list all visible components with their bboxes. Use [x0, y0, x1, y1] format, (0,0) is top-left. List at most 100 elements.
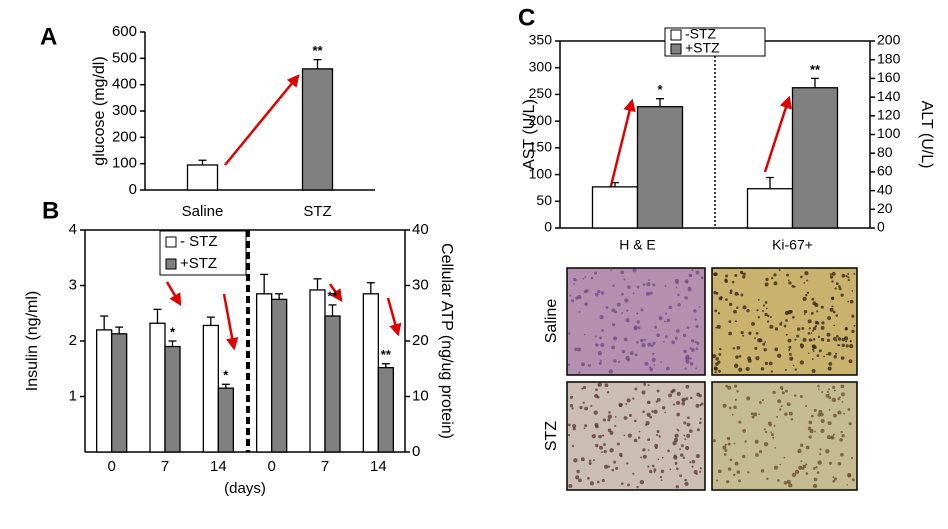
cell-dot [753, 412, 758, 417]
cell-dot [786, 479, 791, 484]
cell-dot [845, 274, 848, 278]
cell-dot [764, 361, 769, 366]
cell-dot [652, 352, 655, 355]
cell-dot [686, 326, 690, 329]
cell-dot [725, 384, 729, 388]
cell-dot [690, 396, 693, 400]
cell-dot [695, 403, 700, 408]
cell-dot [674, 433, 679, 438]
significance: ** [810, 62, 821, 77]
y-tick-label: 4 [69, 221, 77, 238]
x-tick-label: 14 [370, 458, 387, 475]
cell-dot [808, 435, 812, 439]
cell-dot [777, 479, 780, 482]
cell-dot [742, 454, 746, 459]
cell-dot [647, 449, 650, 451]
cell-dot [783, 481, 788, 485]
cell-dot [783, 324, 787, 328]
cell-dot [665, 312, 668, 315]
cell-dot [821, 321, 825, 325]
cell-dot [686, 422, 691, 427]
cell-dot [583, 333, 586, 336]
bar [377, 366, 394, 453]
cell-dot [653, 409, 658, 414]
cell-dot [683, 349, 687, 354]
cell-dot [636, 285, 640, 289]
cell-dot [801, 327, 805, 330]
cell-dot [695, 270, 700, 275]
cell-dot [803, 313, 806, 315]
cell-dot [603, 443, 606, 446]
cell-dot [740, 293, 744, 297]
cell-dot [793, 394, 797, 397]
cell-dot [832, 476, 835, 478]
cell-dot [741, 272, 744, 275]
panel-label: B [42, 197, 59, 224]
cell-dot [656, 398, 661, 402]
cell-dot [823, 355, 826, 358]
cell-dot [610, 269, 612, 272]
cell-dot [804, 271, 809, 276]
cell-dot [773, 424, 776, 427]
cell-dot [819, 452, 822, 456]
cell-dot [787, 309, 792, 315]
y2-tick-label: 80 [877, 144, 893, 160]
cell-dot [626, 309, 629, 312]
y2-tick-label: 10 [412, 387, 429, 404]
bar [149, 322, 166, 453]
cell-dot [607, 418, 611, 422]
cell-dot [813, 408, 817, 412]
cell-dot [699, 417, 702, 420]
cell-dot [698, 394, 702, 398]
cell-dot [736, 345, 741, 350]
cell-dot [821, 390, 824, 393]
y-tick-label: 50 [536, 192, 552, 208]
cell-dot [769, 324, 774, 329]
cell-dot [638, 430, 641, 433]
cell-dot [607, 428, 612, 433]
cell-dot [841, 392, 845, 397]
cell-dot [831, 280, 834, 283]
cell-dot [810, 311, 814, 315]
cell-dot [791, 472, 797, 478]
cell-dot [724, 448, 728, 452]
cell-dot [584, 406, 589, 411]
cell-dot [679, 448, 682, 450]
cell-dot [664, 411, 666, 414]
x-tick-label: H & E [619, 237, 656, 253]
error-bar [275, 293, 284, 300]
cell-dot [648, 401, 651, 404]
cell-dot [674, 336, 678, 340]
cell-dot [623, 337, 628, 342]
cell-dot [684, 296, 688, 300]
arrow [165, 281, 182, 307]
error-bar [656, 98, 664, 107]
cell-dot [784, 412, 788, 416]
cell-dot [777, 399, 782, 404]
cell-dot [801, 347, 803, 349]
cell-dot [841, 273, 846, 278]
y-tick-label: 600 [112, 23, 137, 40]
error-bar [313, 59, 322, 69]
x-tick-label: 0 [267, 458, 275, 475]
cell-dot [632, 268, 637, 273]
cell-dot [644, 361, 649, 367]
cell-dot [769, 316, 772, 319]
micrograph-frame [566, 381, 706, 491]
cell-dot [653, 468, 657, 472]
cell-dot [682, 333, 687, 338]
cell-dot [808, 327, 811, 330]
error-bar [198, 159, 207, 165]
cell-dot [830, 436, 834, 439]
cell-dot [649, 415, 653, 419]
cell-dot [599, 445, 603, 450]
cell-dot [827, 421, 832, 426]
cell-dot [736, 470, 741, 474]
cell-dot [684, 367, 687, 370]
significance: ** [312, 43, 323, 58]
cell-dot [640, 308, 644, 312]
cell-dot [625, 318, 630, 323]
cell-dot [774, 327, 779, 331]
cell-dot [785, 333, 788, 336]
